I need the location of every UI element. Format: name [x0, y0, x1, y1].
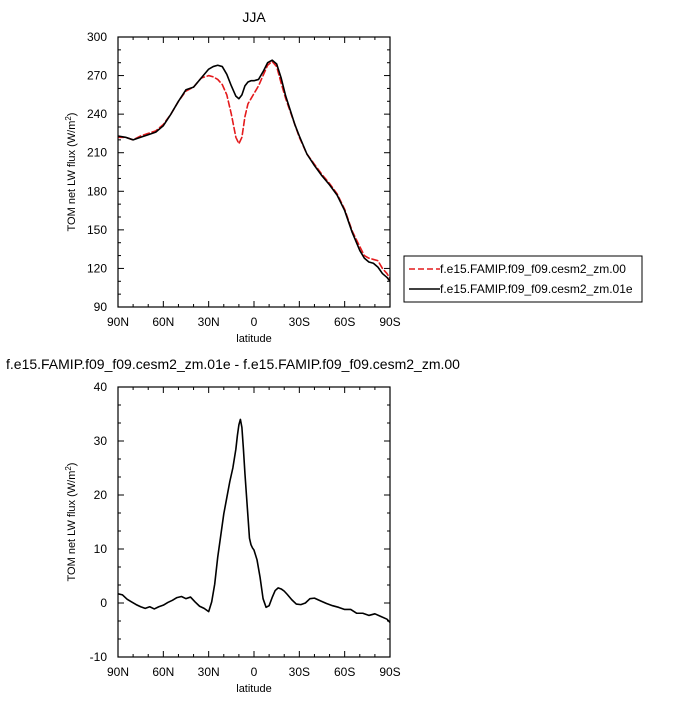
- x-tick-label: 90N: [107, 665, 129, 679]
- x-tick-label: 60S: [334, 665, 355, 679]
- x-tick-label: 0: [251, 665, 258, 679]
- x-tick-label: 90S: [379, 315, 400, 329]
- series-group: [118, 418, 390, 624]
- y-axis-label-superscript: 2: [64, 116, 73, 121]
- difference-panel: f.e15.FAMIP.f09_f09.cesm2_zm.01e - f.e15…: [6, 356, 460, 695]
- y-axis-label: TOM net LW flux (W/m2): [64, 463, 78, 582]
- x-tick-label: 60N: [152, 665, 174, 679]
- x-tick-label: 90S: [379, 665, 400, 679]
- y-axis-label-main: TOM net LW flux (W/m: [66, 471, 78, 582]
- y-axis-label-suffix: ): [66, 463, 78, 467]
- x-tick-label: 90N: [107, 315, 129, 329]
- x-axis-label: latitude: [236, 683, 271, 695]
- x-tick-label: 30N: [198, 665, 220, 679]
- x-tick-label: 30S: [289, 665, 310, 679]
- y-tick-label: 270: [87, 69, 107, 83]
- x-tick-label: 0: [251, 315, 258, 329]
- legend-label-0: f.e15.FAMIP.f09_f09.cesm2_zm.00: [440, 262, 626, 276]
- y-tick-label: 180: [87, 184, 107, 198]
- x-tick-label: 60N: [152, 315, 174, 329]
- y-tick-label: 300: [87, 30, 107, 44]
- y-tick-label: 240: [87, 107, 107, 121]
- series-line-1: [118, 59, 390, 283]
- y-axis-label: TOM net LW flux (W/m2): [64, 113, 78, 232]
- x-tick-label: 30S: [289, 315, 310, 329]
- y-tick-label: -10: [90, 650, 108, 664]
- series-line-0: [118, 418, 390, 624]
- top-panel: JJA 90N 60N 30N 0 30S 60S 90S 90 120 150 180 210 240 2…: [64, 9, 643, 345]
- y-tick-label: 150: [87, 223, 107, 237]
- legend-box: [403, 255, 643, 303]
- chart-title: f.e15.FAMIP.f09_f09.cesm2_zm.01e - f.e15…: [6, 356, 460, 372]
- y-tick-label: 0: [100, 596, 107, 610]
- y-axis-label-superscript: 2: [64, 466, 73, 471]
- y-tick-label: 30: [94, 434, 108, 448]
- y-tick-label: 90: [94, 300, 108, 314]
- legend-label-1: f.e15.FAMIP.f09_f09.cesm2_zm.01e: [440, 282, 633, 296]
- series-group: [118, 59, 390, 283]
- chart-title: JJA: [242, 9, 266, 25]
- x-tick-label: 60S: [334, 315, 355, 329]
- y-tick-label: 40: [94, 380, 108, 394]
- y-axis-label-main: TOM net LW flux (W/m: [66, 121, 78, 232]
- y-tick-label: 10: [94, 542, 108, 556]
- y-axis-label-suffix: ): [66, 113, 78, 117]
- y-tick-label: 210: [87, 146, 107, 160]
- y-tick-label: 20: [94, 488, 108, 502]
- x-tick-label: 30N: [198, 315, 220, 329]
- legend: f.e15.FAMIP.f09_f09.cesm2_zm.00 f.e15.FAM…: [403, 255, 643, 303]
- y-tick-label: 120: [87, 261, 107, 275]
- x-axis-label: latitude: [236, 333, 271, 345]
